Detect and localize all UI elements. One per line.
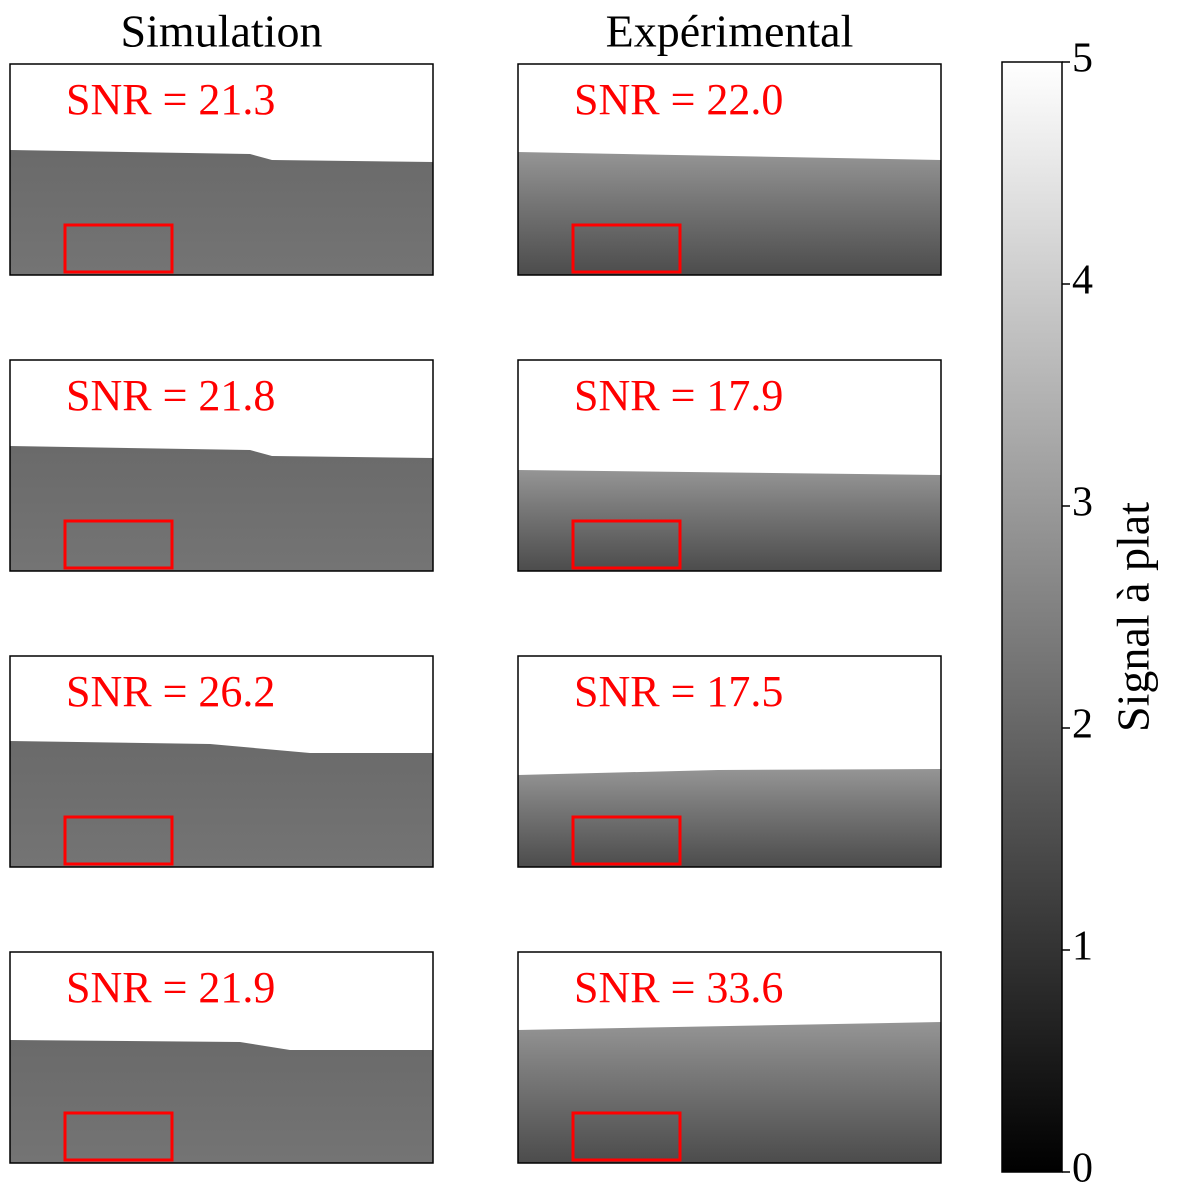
tick-label: 5 <box>1072 36 1093 82</box>
snr-label: SNR = 22.0 <box>574 75 783 124</box>
image-panel: SNR = 21.3 <box>9 63 434 276</box>
column-title: Simulation <box>121 6 323 57</box>
tick-label: 1 <box>1072 924 1093 970</box>
snr-label: SNR = 21.9 <box>66 963 275 1012</box>
panel-frame <box>517 951 942 1164</box>
image-region <box>10 150 433 275</box>
snr-label: SNR = 26.2 <box>66 667 275 716</box>
panel-frame <box>517 63 942 276</box>
tick-label: 3 <box>1072 480 1093 526</box>
image-region <box>518 769 941 867</box>
image-panel: SNR = 26.2 <box>9 655 434 868</box>
roi-box <box>63 815 174 866</box>
panel-frame <box>517 359 942 572</box>
panel-frame <box>9 359 434 572</box>
snr-label: SNR = 33.6 <box>574 963 783 1012</box>
roi-box <box>63 1111 174 1162</box>
colorbar-label: Signal à plat <box>1108 502 1159 732</box>
image-panel: SNR = 33.6 <box>517 951 942 1164</box>
tick-label: 0 <box>1072 1146 1093 1192</box>
roi-box <box>571 815 682 866</box>
tick-label: 4 <box>1072 258 1093 304</box>
panel-frame <box>9 951 434 1164</box>
panel-frame <box>9 63 434 276</box>
roi-box <box>63 519 174 570</box>
image-region <box>518 152 941 275</box>
snr-label: SNR = 21.8 <box>66 371 275 420</box>
image-region <box>518 470 941 571</box>
snr-label: SNR = 21.3 <box>66 75 275 124</box>
roi-box <box>63 223 174 274</box>
snr-label: SNR = 17.9 <box>574 371 783 420</box>
image-region <box>10 446 433 571</box>
roi-box <box>571 223 682 274</box>
image-panel: SNR = 22.0 <box>517 63 942 276</box>
panel-frame <box>517 655 942 868</box>
image-panel: SNR = 17.5 <box>517 655 942 868</box>
roi-box <box>571 1111 682 1162</box>
image-panel: SNR = 21.9 <box>9 951 434 1164</box>
image-panel: SNR = 17.9 <box>517 359 942 572</box>
panel-frame <box>9 655 434 868</box>
image-region <box>10 741 433 867</box>
column-title: Expérimental <box>606 6 854 57</box>
image-region <box>10 1040 433 1163</box>
tick-label: 2 <box>1072 702 1093 748</box>
roi-box <box>571 519 682 570</box>
snr-label: SNR = 17.5 <box>574 667 783 716</box>
colorbar <box>1001 61 1063 1173</box>
image-region <box>518 1022 941 1163</box>
image-panel: SNR = 21.8 <box>9 359 434 572</box>
